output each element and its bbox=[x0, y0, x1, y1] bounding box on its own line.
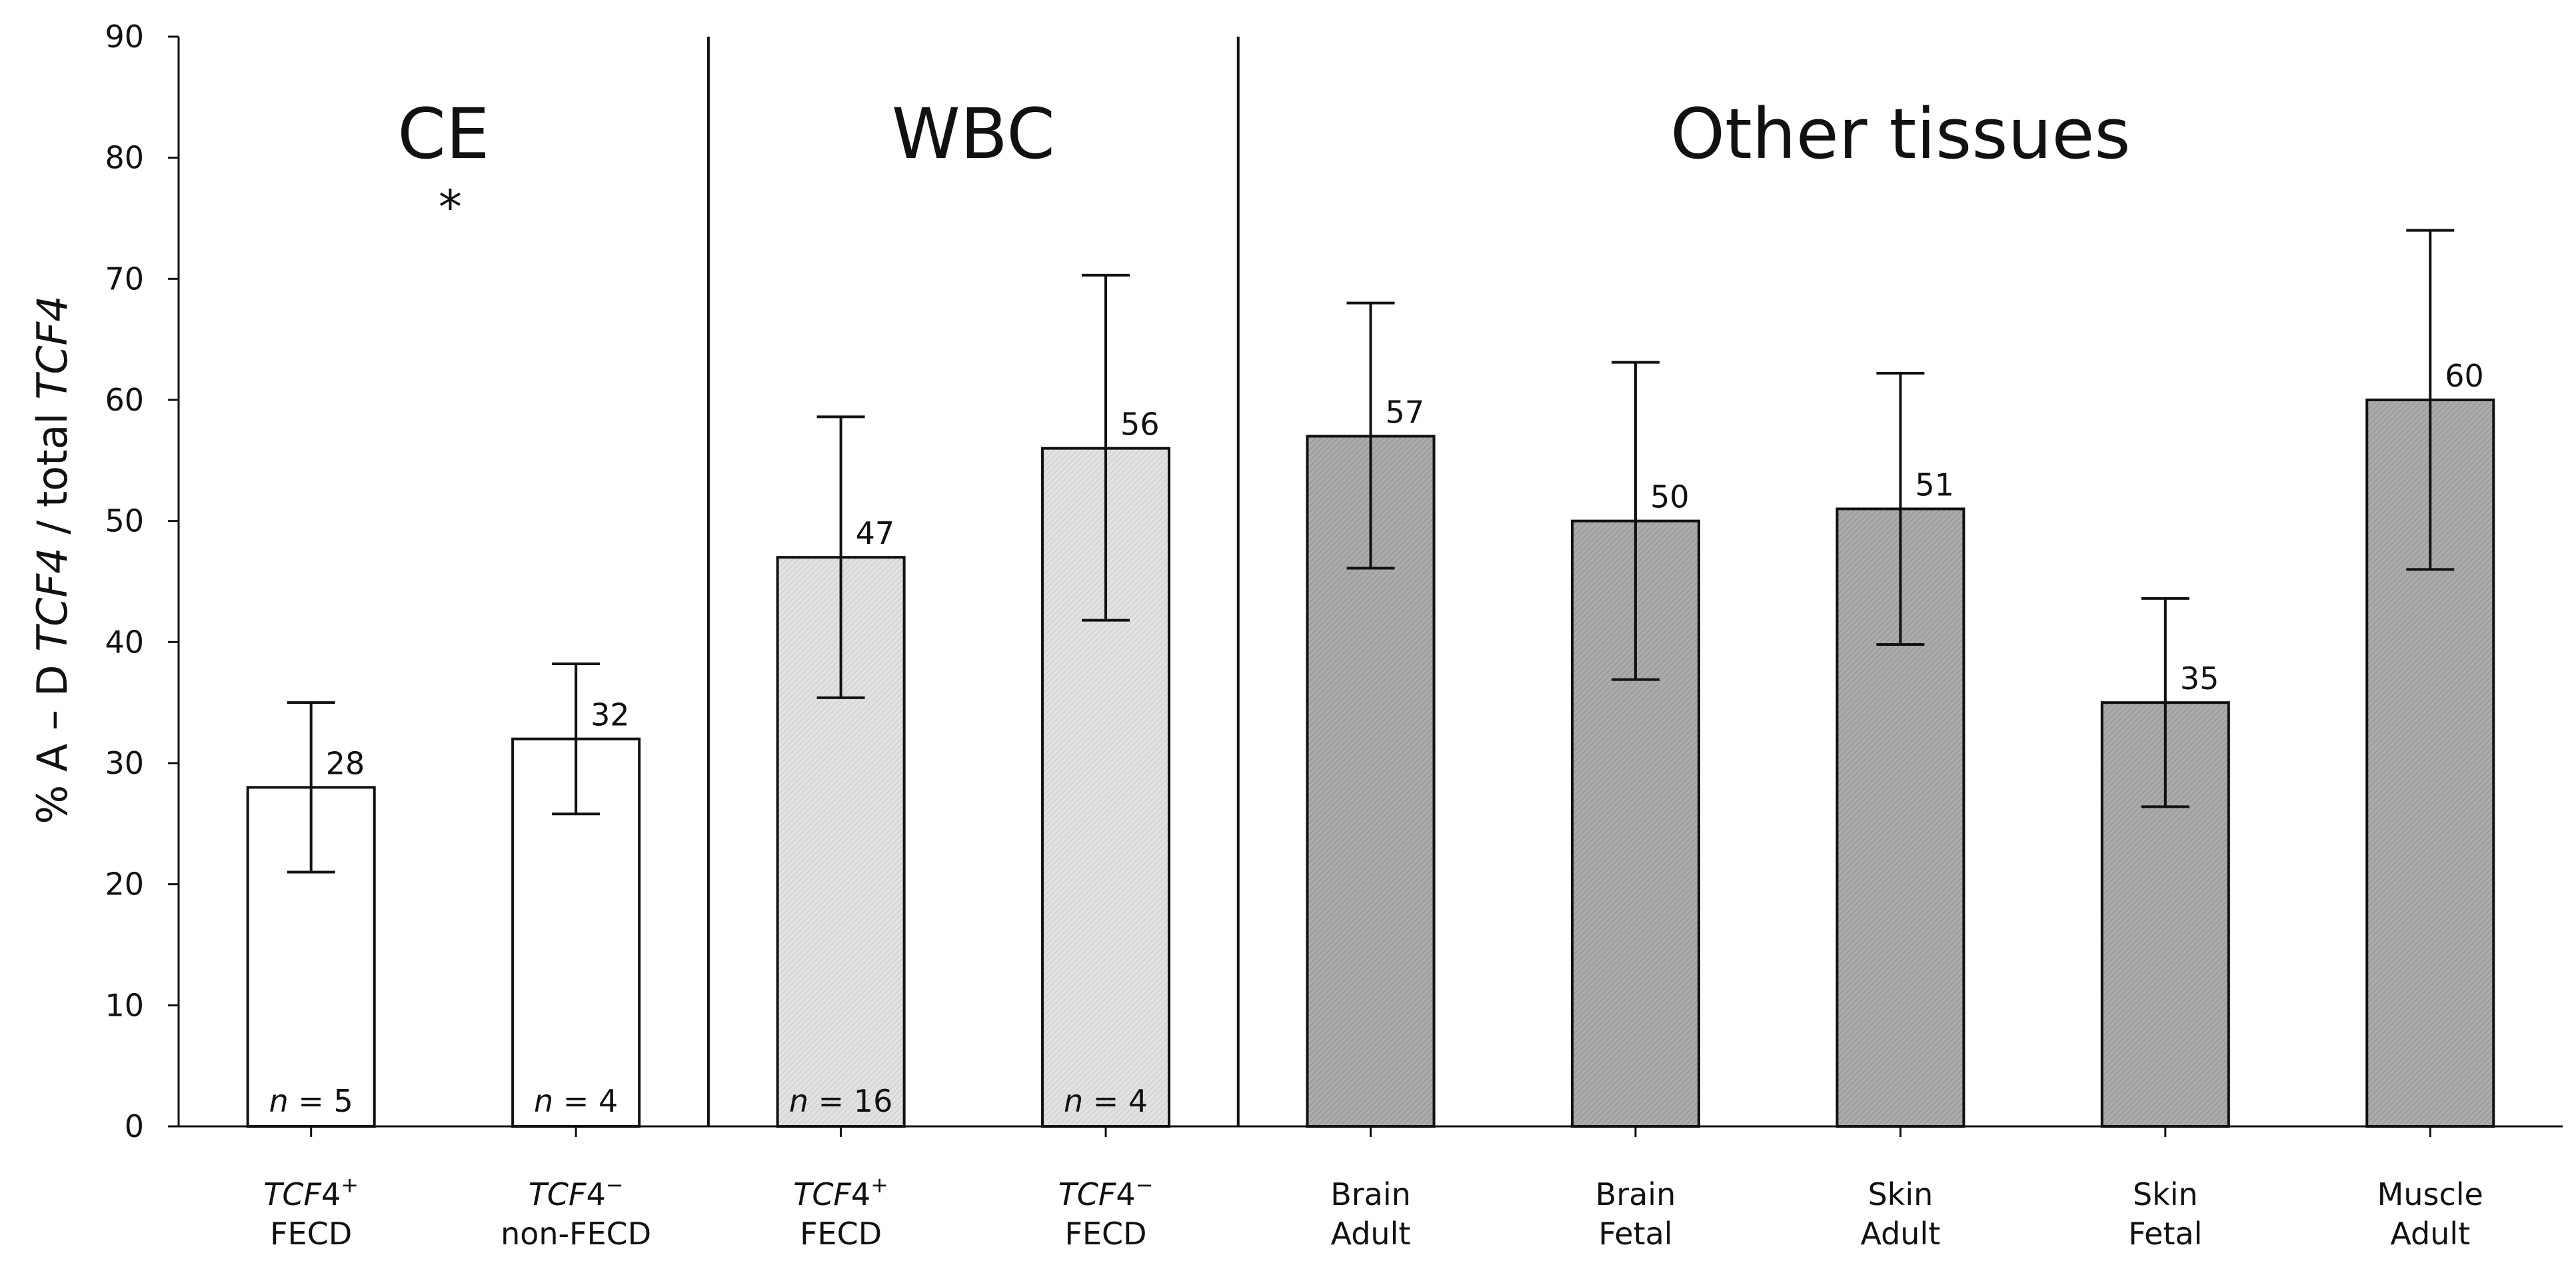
bars bbox=[246, 229, 2495, 1128]
y-tick-label: 90 bbox=[105, 19, 144, 55]
category-label-text: Brain bbox=[1596, 1176, 1676, 1212]
n-label-tcf4-neg-nonfecd-ce: n = 4 bbox=[534, 1083, 618, 1119]
category-label-italic: TCF bbox=[1058, 1176, 1116, 1212]
n-label-value: = 4 bbox=[1083, 1083, 1148, 1119]
y-tick-label: 0 bbox=[125, 1108, 144, 1144]
category-label-italic: TCF bbox=[793, 1176, 851, 1212]
labels: 0 10 20 30 40 50 60 70 80 90 CE* WBC Other tissues 28… bbox=[105, 19, 2483, 1252]
n-label-value: = 5 bbox=[289, 1083, 353, 1119]
category-label-line1: TCF4+ bbox=[793, 1172, 888, 1212]
y-tick-label: 40 bbox=[105, 624, 144, 660]
n-label-value: = 16 bbox=[808, 1083, 892, 1119]
value-label-tcf4-neg-fecd-wbc: 56 bbox=[1120, 407, 1160, 443]
category-label-line1: TCF4− bbox=[1058, 1172, 1154, 1212]
y-tick-label: 20 bbox=[105, 866, 144, 902]
category-label-italic: TCF bbox=[263, 1176, 321, 1212]
y-tick-label: 60 bbox=[105, 382, 144, 418]
group-label: Other tissues bbox=[1670, 93, 2130, 175]
category-label-line2: Adult bbox=[1331, 1216, 1411, 1252]
category-label-line2: FECD bbox=[800, 1216, 882, 1252]
category-label-line2: Fetal bbox=[2128, 1216, 2202, 1252]
n-label-prefix: n bbox=[534, 1083, 553, 1119]
category-label-line1: Muscle bbox=[2377, 1176, 2483, 1212]
value-label-muscle-adult: 60 bbox=[2445, 358, 2484, 394]
category-label-line2: Adult bbox=[2390, 1216, 2470, 1252]
category-label-superscript: + bbox=[870, 1172, 888, 1198]
category-label-text: Muscle bbox=[2377, 1176, 2483, 1212]
y-tick-label: 30 bbox=[105, 745, 144, 781]
value-label-skin-fetal: 35 bbox=[2180, 660, 2219, 696]
n-label-tcf4-neg-fecd-wbc: n = 4 bbox=[1064, 1083, 1148, 1119]
group-label: WBC bbox=[892, 93, 1055, 175]
value-label-tcf4-pos-fecd-wbc: 47 bbox=[856, 515, 895, 551]
y-axis-title-part: TCF4 bbox=[28, 547, 77, 651]
n-label-prefix: n bbox=[269, 1083, 289, 1119]
category-label-line1: Brain bbox=[1596, 1176, 1676, 1212]
category-label-text: 4 bbox=[321, 1176, 341, 1212]
category-label-line1: Skin bbox=[2133, 1176, 2198, 1212]
y-tick-label: 70 bbox=[105, 261, 144, 297]
category-label-superscript: − bbox=[1136, 1172, 1154, 1198]
n-label-prefix: n bbox=[1064, 1083, 1083, 1119]
y-axis-title-group: % A – D TCF4 / total TCF4 bbox=[28, 295, 77, 824]
category-label-line1: Brain bbox=[1330, 1176, 1411, 1212]
y-axis-title-part: % A – D bbox=[28, 652, 77, 824]
value-label-tcf4-pos-fecd-ce: 28 bbox=[326, 745, 365, 781]
category-label-text: 4 bbox=[586, 1176, 605, 1212]
y-axis-title: % A – D TCF4 / total TCF4 bbox=[28, 295, 77, 824]
value-label-brain-adult: 57 bbox=[1386, 395, 1425, 431]
category-label-text: 4 bbox=[1116, 1176, 1135, 1212]
category-label-text: 4 bbox=[851, 1176, 870, 1212]
category-label-text: Brain bbox=[1330, 1176, 1411, 1212]
category-label-line2: FECD bbox=[270, 1216, 352, 1252]
value-label-tcf4-neg-nonfecd-ce: 32 bbox=[591, 697, 630, 733]
y-tick-label: 10 bbox=[105, 987, 144, 1023]
category-label-italic: TCF bbox=[529, 1176, 587, 1212]
category-label-line2: Fetal bbox=[1598, 1216, 1672, 1252]
group-label: CE bbox=[397, 93, 489, 175]
value-label-brain-fetal: 50 bbox=[1650, 479, 1690, 515]
category-label-line1: TCF4+ bbox=[263, 1172, 359, 1212]
n-label-tcf4-pos-fecd-wbc: n = 16 bbox=[789, 1083, 892, 1119]
significance-marker: * bbox=[439, 180, 462, 235]
category-label-superscript: − bbox=[606, 1172, 624, 1198]
category-label-line1: Skin bbox=[1868, 1176, 1933, 1212]
n-label-tcf4-pos-fecd-ce: n = 5 bbox=[269, 1083, 353, 1119]
n-label-value: = 4 bbox=[553, 1083, 618, 1119]
y-axis-title-part: TCF4 bbox=[28, 295, 77, 399]
category-label-superscript: + bbox=[341, 1172, 359, 1198]
y-tick-label: 80 bbox=[105, 140, 144, 176]
y-tick-label: 50 bbox=[105, 503, 144, 539]
category-label-text: Skin bbox=[2133, 1176, 2198, 1212]
category-label-line2: non-FECD bbox=[501, 1216, 651, 1252]
value-label-skin-adult: 51 bbox=[1915, 467, 1954, 503]
y-axis-title-part: / total bbox=[28, 400, 77, 548]
category-label-text: Skin bbox=[1868, 1176, 1933, 1212]
n-label-prefix: n bbox=[789, 1083, 808, 1119]
category-label-line2: FECD bbox=[1065, 1216, 1147, 1252]
category-label-line2: Adult bbox=[1860, 1216, 1940, 1252]
category-label-line1: TCF4− bbox=[529, 1172, 624, 1212]
